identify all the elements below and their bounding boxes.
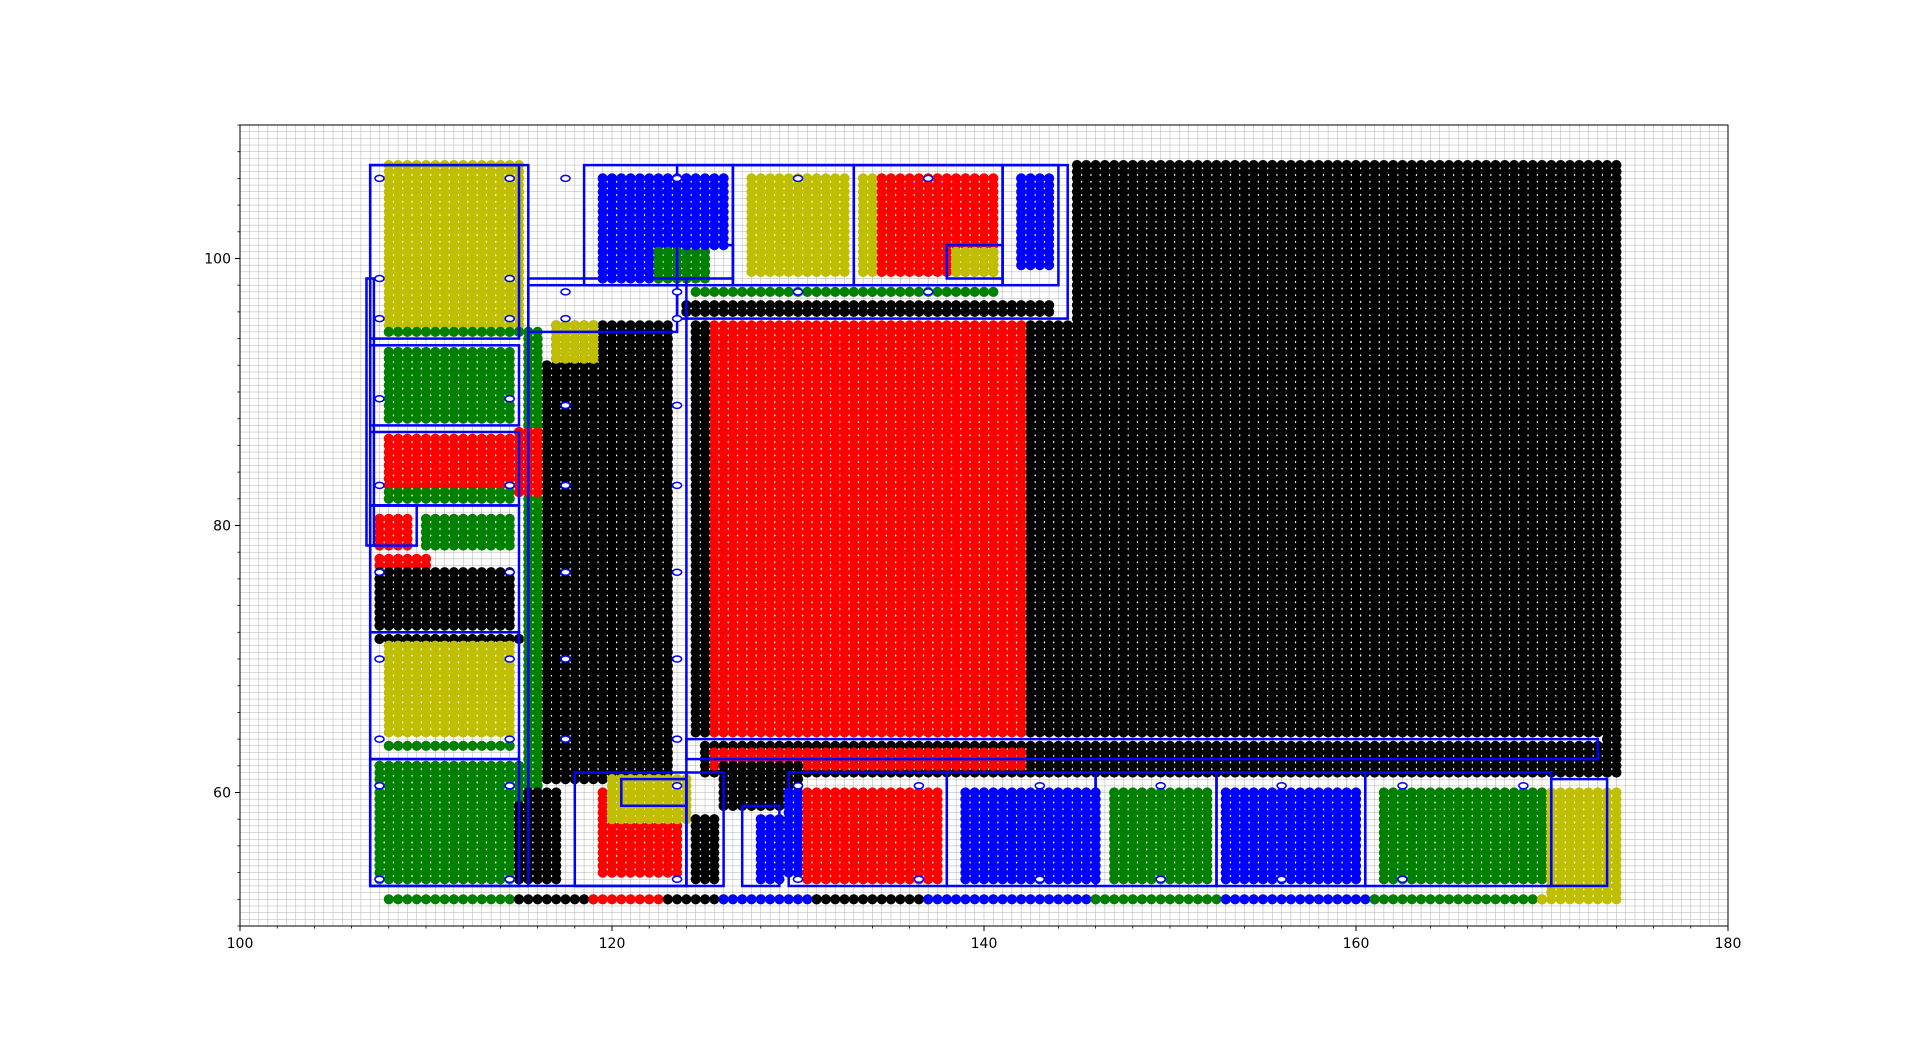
data-point — [1118, 160, 1129, 171]
data-point — [1304, 160, 1315, 171]
data-point — [1490, 160, 1501, 171]
data-point — [1499, 160, 1510, 171]
data-point — [1127, 160, 1138, 171]
data-point — [1332, 160, 1343, 171]
data-point — [1388, 160, 1399, 171]
data-point — [1146, 160, 1157, 171]
data-point — [1239, 160, 1250, 171]
data-point — [1099, 160, 1110, 171]
data-point — [1406, 160, 1417, 171]
data-point — [1220, 160, 1231, 171]
cluster-black — [1071, 160, 1622, 738]
data-point — [1164, 160, 1176, 171]
data-point — [1471, 160, 1482, 171]
data-point — [1443, 160, 1455, 171]
data-point — [1183, 160, 1194, 171]
data-point — [1527, 160, 1538, 171]
data-point — [1192, 160, 1203, 171]
data-point — [1109, 160, 1120, 171]
data-point — [1081, 160, 1092, 171]
data-point — [1295, 160, 1306, 171]
data-point — [1090, 160, 1101, 171]
data-point — [1341, 160, 1352, 171]
data-point — [1267, 160, 1278, 171]
data-point — [1211, 160, 1222, 171]
data-point — [1546, 160, 1557, 171]
data-point — [1174, 160, 1185, 171]
data-point — [1481, 160, 1492, 171]
data-point — [1230, 160, 1241, 171]
data-point — [1285, 160, 1296, 171]
data-point — [1313, 160, 1324, 171]
data-point — [1518, 160, 1529, 171]
point-clusters — [374, 160, 1622, 905]
data-point — [1202, 160, 1213, 171]
data-point — [1248, 160, 1259, 171]
data-point — [1071, 160, 1083, 171]
data-point — [1453, 160, 1464, 171]
data-point — [1350, 160, 1362, 171]
data-point — [1137, 160, 1148, 171]
data-point — [1397, 160, 1408, 171]
data-point — [1155, 160, 1166, 171]
data-point — [1564, 160, 1575, 171]
data-point — [1434, 160, 1445, 171]
data-point — [1276, 160, 1287, 171]
data-point — [1323, 160, 1334, 171]
data-point — [1360, 160, 1371, 171]
data-point — [1416, 160, 1427, 171]
data-point — [1509, 160, 1520, 171]
data-point — [1536, 160, 1548, 171]
data-point — [1462, 160, 1473, 171]
data-point — [1257, 160, 1269, 171]
data-point — [1378, 160, 1389, 171]
data-point — [1369, 160, 1380, 171]
data-point — [1425, 160, 1436, 171]
data-point — [1555, 160, 1566, 171]
